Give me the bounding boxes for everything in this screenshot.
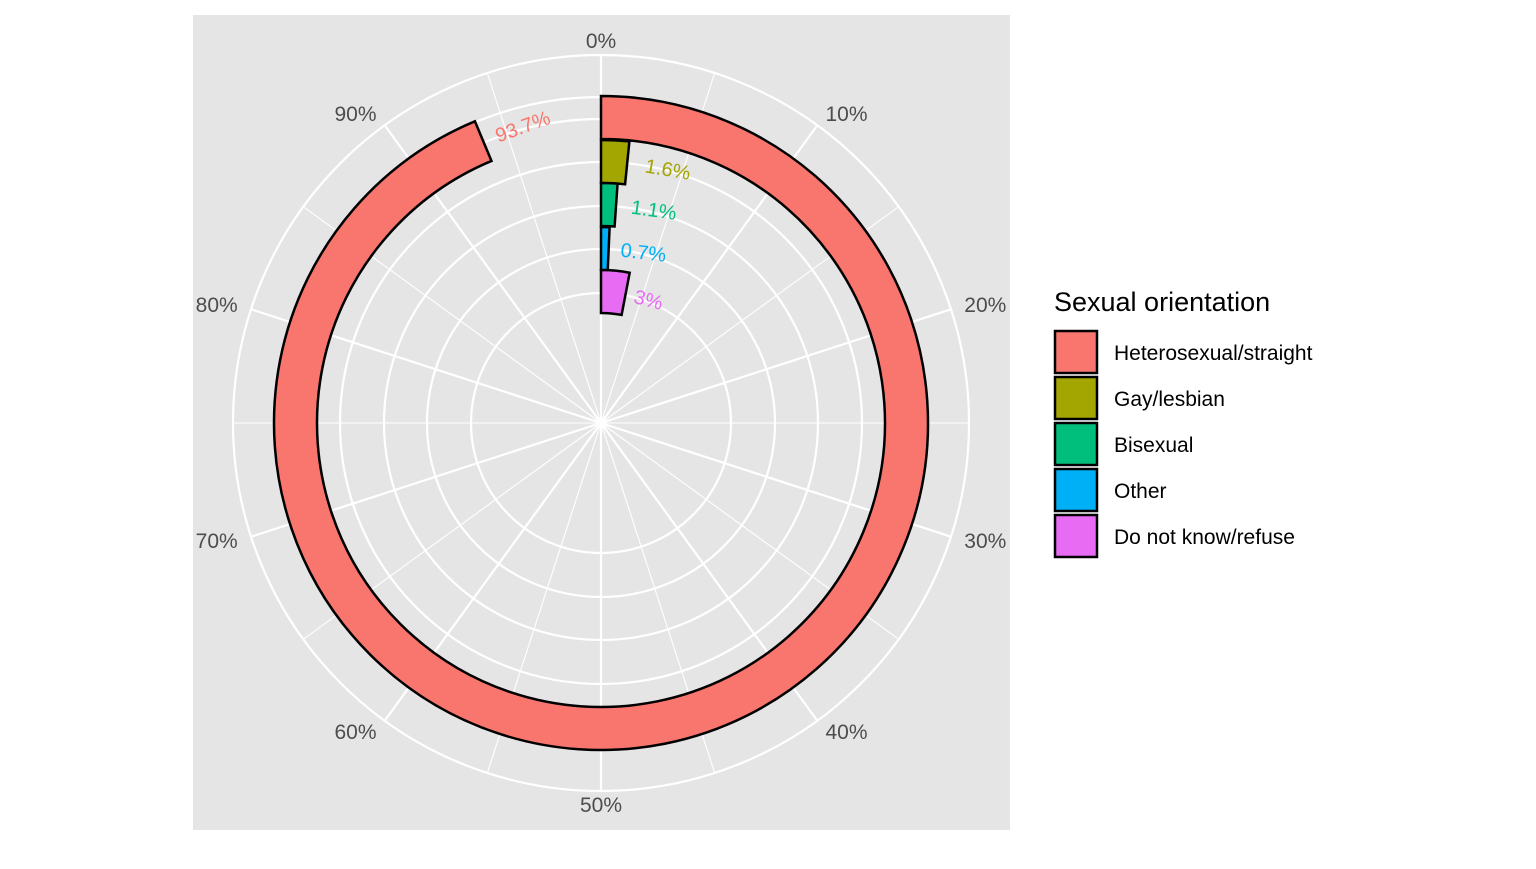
bar-bisexual bbox=[599, 181, 619, 228]
angle-tick-label: 40% bbox=[826, 721, 868, 744]
angle-tick-label: 70% bbox=[196, 530, 238, 553]
legend: Sexual orientation Heterosexual/straight… bbox=[1053, 287, 1313, 559]
legend-title: Sexual orientation bbox=[1054, 287, 1270, 317]
legend-label: Do not know/refuse bbox=[1114, 526, 1295, 549]
legend-key bbox=[1053, 329, 1099, 375]
angle-tick-label: 60% bbox=[334, 721, 376, 744]
bar-heterosexual-straight bbox=[272, 94, 930, 752]
legend-items: Heterosexual/straight Gay/lesbian Bisexual… bbox=[1053, 329, 1313, 559]
angle-tick-label: 50% bbox=[580, 794, 622, 817]
bar-gay-lesbian bbox=[599, 138, 631, 186]
angle-tick-label: 80% bbox=[196, 294, 238, 317]
legend-key bbox=[1053, 421, 1099, 467]
angle-tick-label: 30% bbox=[964, 530, 1006, 553]
legend-key bbox=[1053, 375, 1099, 421]
data-label: 0.7% bbox=[619, 240, 667, 267]
angle-tick-labels: 0% 10% 20% 30% 40% 50% 60% 70% 80% 90% bbox=[196, 30, 1007, 817]
angle-tick-label: 10% bbox=[826, 103, 868, 126]
data-label-group: 0.7% bbox=[619, 240, 667, 267]
bar-do-not-know-refuse bbox=[599, 268, 632, 317]
bar-other bbox=[599, 225, 611, 272]
legend-label: Bisexual bbox=[1114, 434, 1193, 457]
angle-tick-label: 20% bbox=[964, 294, 1006, 317]
legend-label: Heterosexual/straight bbox=[1114, 342, 1313, 365]
legend-label: Other bbox=[1114, 480, 1167, 503]
angle-tick-label: 0% bbox=[586, 30, 616, 53]
angle-tick-label: 90% bbox=[334, 103, 376, 126]
grid-spoke bbox=[486, 72, 602, 424]
legend-key bbox=[1053, 513, 1099, 559]
legend-key bbox=[1053, 467, 1099, 513]
bars bbox=[272, 94, 930, 752]
legend-label: Gay/lesbian bbox=[1114, 388, 1225, 411]
